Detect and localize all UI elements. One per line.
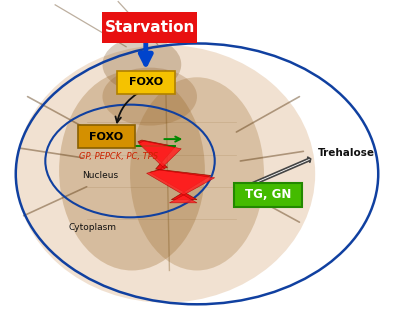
Ellipse shape — [16, 45, 315, 303]
Text: Starvation: Starvation — [104, 20, 195, 35]
Polygon shape — [138, 140, 211, 200]
Ellipse shape — [59, 71, 205, 270]
Text: FOXO: FOXO — [89, 132, 123, 142]
Text: Cytoplasm: Cytoplasm — [69, 223, 117, 232]
Ellipse shape — [102, 68, 197, 126]
FancyBboxPatch shape — [117, 71, 175, 94]
Text: Trehalose: Trehalose — [318, 148, 375, 158]
FancyBboxPatch shape — [234, 183, 302, 207]
Text: GP, PEPCK, PC, TPS: GP, PEPCK, PC, TPS — [79, 152, 158, 161]
FancyBboxPatch shape — [78, 125, 135, 148]
Ellipse shape — [130, 77, 264, 270]
Text: FOXO: FOXO — [129, 77, 163, 87]
Text: Nucleus: Nucleus — [82, 171, 119, 180]
FancyBboxPatch shape — [102, 12, 197, 43]
Polygon shape — [139, 141, 215, 203]
Text: TG, GN: TG, GN — [245, 188, 291, 201]
Ellipse shape — [102, 37, 181, 92]
